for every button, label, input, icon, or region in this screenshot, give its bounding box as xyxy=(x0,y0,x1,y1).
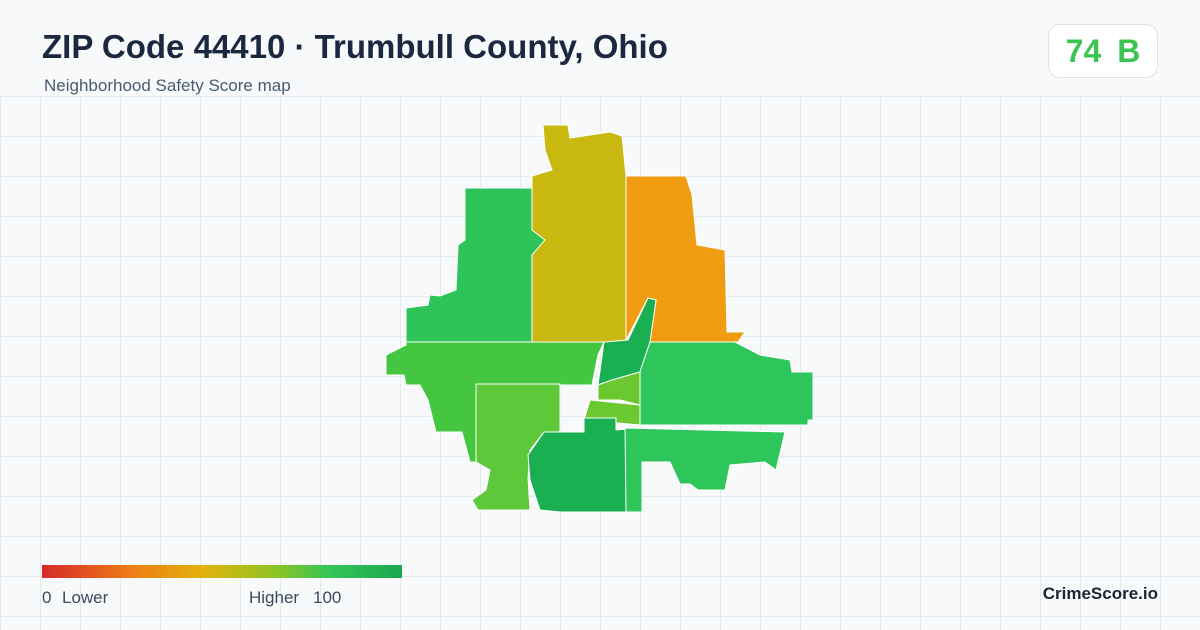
region xyxy=(624,427,786,513)
score-value: 74 xyxy=(1065,32,1102,69)
legend-min-label: Lower xyxy=(62,588,109,607)
legend-max-label: Higher xyxy=(249,588,300,607)
score-badge: 74 B xyxy=(1048,24,1158,78)
legend-gradient xyxy=(42,565,402,578)
region xyxy=(639,341,814,426)
title: ZIP Code 44410 · Trumbull County, Ohio xyxy=(42,28,668,65)
region xyxy=(531,124,627,343)
brand: CrimeScore.io xyxy=(1042,584,1158,603)
legend-max: 100 xyxy=(313,588,342,607)
score-grade: B xyxy=(1117,32,1141,69)
subtitle: Neighborhood Safety Score map xyxy=(44,76,291,95)
legend-min: 0 xyxy=(42,588,52,607)
region xyxy=(405,187,546,343)
